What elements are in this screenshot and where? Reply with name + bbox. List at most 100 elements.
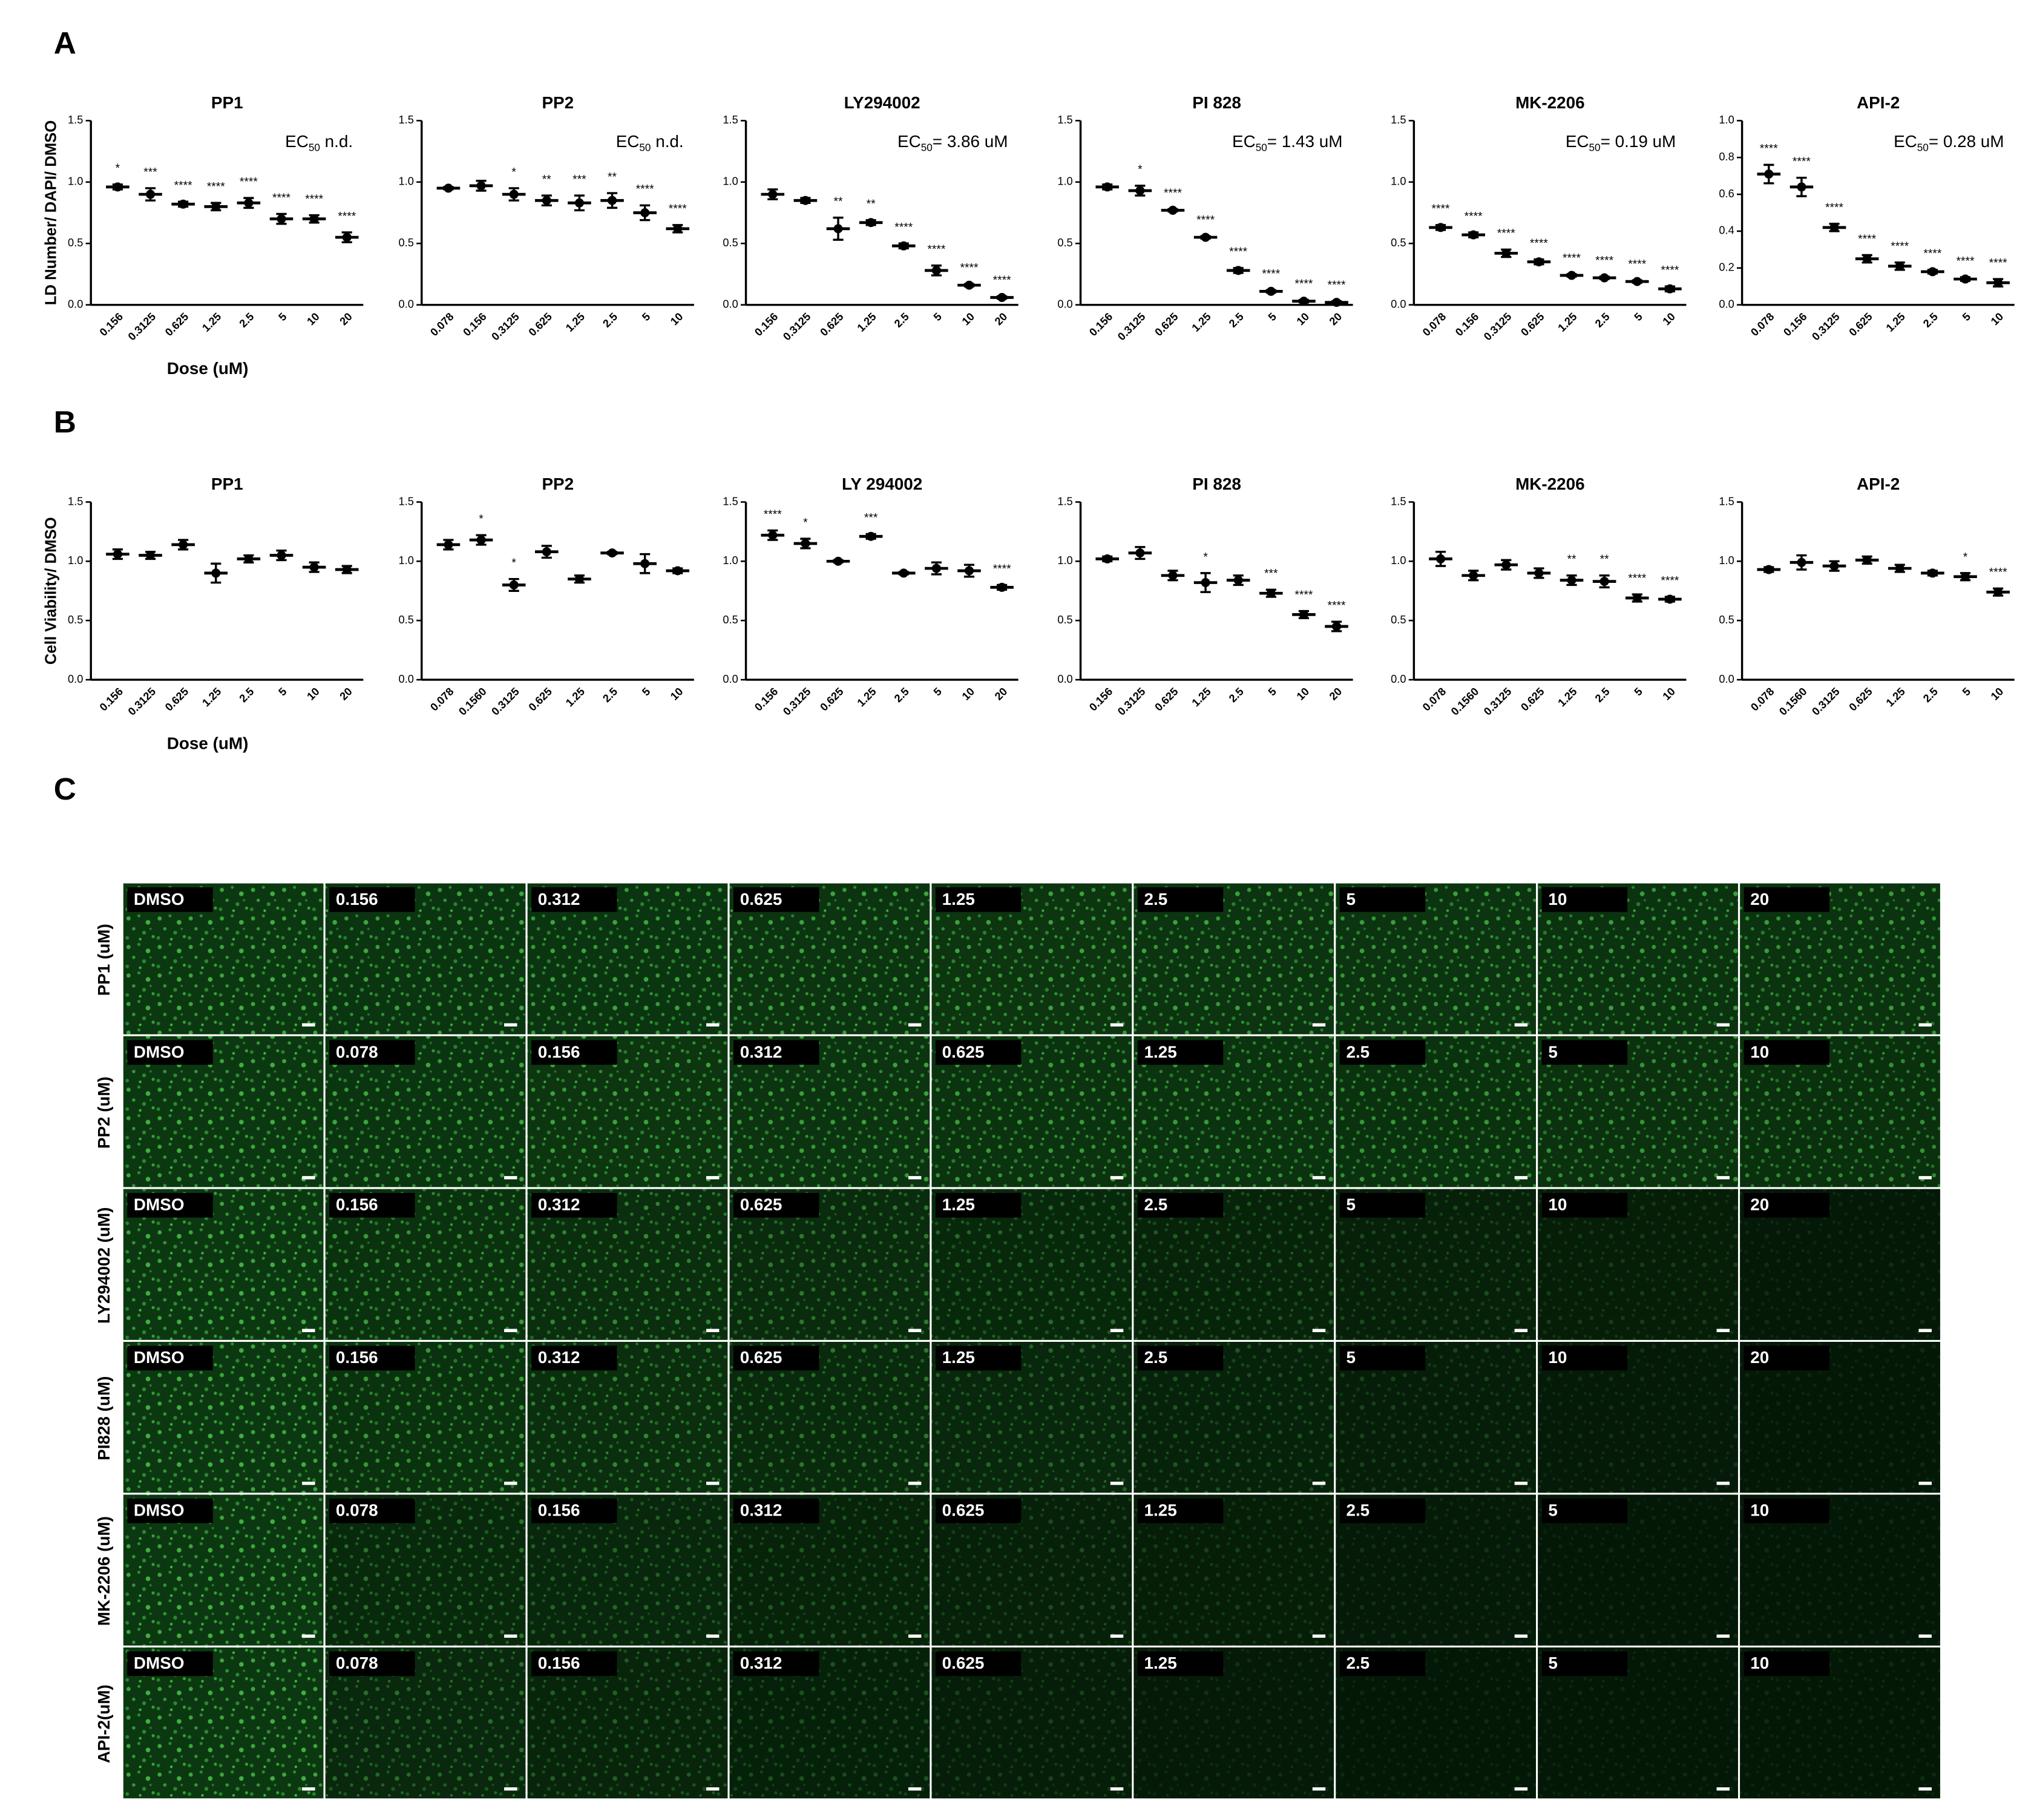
chart-title: PP2 bbox=[542, 475, 574, 493]
y-tick-label: 0.2 bbox=[1719, 261, 1734, 274]
scale-bar bbox=[908, 1482, 922, 1485]
significance-label: **** bbox=[1989, 257, 2007, 269]
x-tick-label: 0.156 bbox=[97, 310, 125, 338]
scale-bar bbox=[706, 1482, 720, 1485]
y-tick-label: 0.5 bbox=[1719, 614, 1734, 626]
x-tick-label: 1.25 bbox=[200, 310, 223, 334]
significance-label: **** bbox=[1923, 248, 1941, 260]
significance-label: **** bbox=[1989, 567, 2007, 579]
annotation: EC50= 0.19 uM bbox=[1566, 132, 1676, 153]
dose-label: 0.078 bbox=[336, 1042, 378, 1061]
x-tick-label: 10 bbox=[960, 310, 977, 327]
scale-bar bbox=[1110, 1023, 1124, 1027]
dose-label: 0.625 bbox=[740, 1195, 782, 1214]
x-tick-label: 0.625 bbox=[1518, 310, 1546, 338]
y-tick-label: 1.0 bbox=[1391, 554, 1406, 567]
significance-label: *** bbox=[1264, 568, 1278, 580]
dose-label: 0.156 bbox=[538, 1501, 580, 1520]
x-tick-label: 0.3125 bbox=[1481, 310, 1514, 343]
x-tick-label: 5 bbox=[1266, 685, 1279, 698]
significance-label: **** bbox=[1497, 228, 1515, 240]
scale-bar bbox=[504, 1329, 517, 1332]
y-tick-label: 1.5 bbox=[1057, 114, 1072, 126]
dose-label: 0.156 bbox=[336, 1195, 378, 1214]
x-tick-label: 0.156 bbox=[1087, 310, 1115, 338]
scale-bar bbox=[706, 1023, 720, 1027]
dose-label: 0.156 bbox=[336, 890, 378, 908]
scale-bar bbox=[1716, 1176, 1730, 1180]
x-tick-label: 1.25 bbox=[855, 310, 879, 334]
x-tick-label: 1.25 bbox=[855, 685, 879, 709]
significance-label: **** bbox=[240, 176, 258, 189]
dose-label: 2.5 bbox=[1144, 890, 1168, 908]
x-tick-label: 1.25 bbox=[563, 685, 587, 709]
x-tick-label: 2.5 bbox=[1227, 685, 1246, 705]
label-box bbox=[1744, 1345, 1830, 1371]
scale-bar bbox=[908, 1329, 922, 1332]
label-box bbox=[1339, 1192, 1426, 1218]
x-tick-label: 0.156 bbox=[1781, 310, 1809, 338]
label-box bbox=[531, 1498, 617, 1523]
dose-label: 0.312 bbox=[740, 1042, 782, 1061]
significance-label: **** bbox=[1891, 240, 1909, 253]
label-box bbox=[329, 1498, 415, 1523]
x-tick-label: 0.078 bbox=[1420, 310, 1448, 338]
significance-label: **** bbox=[1196, 214, 1215, 226]
significance-label: **** bbox=[305, 193, 323, 206]
chart-title: LY 294002 bbox=[842, 475, 922, 493]
significance-label: **** bbox=[764, 508, 782, 521]
x-tick-label: 0.3125 bbox=[1809, 310, 1842, 343]
label-box bbox=[1137, 1345, 1224, 1371]
x-tick-label: 0.078 bbox=[428, 310, 456, 338]
label-box bbox=[1541, 887, 1628, 912]
y-tick-label: 1.5 bbox=[399, 495, 414, 507]
label-box bbox=[1137, 1040, 1224, 1065]
label-box bbox=[1339, 887, 1426, 912]
significance-label: **** bbox=[1465, 210, 1483, 223]
dose-label: DMSO bbox=[134, 1348, 185, 1367]
x-tick-label: 5 bbox=[1266, 310, 1279, 323]
label-box bbox=[531, 1345, 617, 1371]
dose-label: 0.625 bbox=[740, 1348, 782, 1367]
scale-bar bbox=[1918, 1634, 1932, 1638]
chart-title: PP1 bbox=[211, 475, 243, 493]
dose-label: 2.5 bbox=[1346, 1501, 1370, 1520]
scale-bar bbox=[1918, 1329, 1932, 1332]
scale-bar bbox=[1716, 1787, 1730, 1791]
y-tick-label: 1.0 bbox=[1719, 554, 1734, 567]
scale-bar bbox=[1918, 1482, 1932, 1485]
dose-label: 2.5 bbox=[1144, 1348, 1168, 1367]
significance-label: **** bbox=[1229, 246, 1247, 258]
y-tick-label: 1.5 bbox=[1719, 495, 1734, 507]
dose-label: 0.625 bbox=[740, 890, 782, 908]
x-tick-label: 20 bbox=[992, 685, 1009, 702]
dose-label: DMSO bbox=[134, 1042, 185, 1061]
annotation-part: 50 bbox=[309, 141, 320, 153]
x-tick-label: 5 bbox=[276, 685, 289, 698]
dose-label: 2.5 bbox=[1346, 1654, 1370, 1672]
annotation-part: EC bbox=[616, 132, 640, 151]
dose-label: 5 bbox=[1548, 1042, 1558, 1061]
scale-bar bbox=[504, 1023, 517, 1027]
y-tick-label: 1.0 bbox=[68, 554, 83, 567]
scale-bar bbox=[1312, 1634, 1326, 1638]
significance-label: **** bbox=[1628, 573, 1646, 585]
x-tick-label: 0.625 bbox=[527, 685, 554, 713]
dose-label: DMSO bbox=[134, 1501, 185, 1520]
label-box bbox=[733, 887, 819, 912]
y-tick-label: 0.5 bbox=[1391, 614, 1406, 626]
dose-label: 0.078 bbox=[336, 1501, 378, 1520]
x-tick-label: 10 bbox=[1989, 685, 2006, 702]
label-box bbox=[733, 1651, 819, 1677]
significance-label: * bbox=[803, 517, 808, 530]
dose-label: 1.25 bbox=[942, 890, 975, 908]
x-tick-label: 5 bbox=[640, 685, 652, 698]
label-box bbox=[531, 887, 617, 912]
scale-bar bbox=[1514, 1329, 1528, 1332]
significance-label: **** bbox=[636, 183, 654, 196]
label-box bbox=[733, 1498, 819, 1523]
scale-bar bbox=[1312, 1329, 1326, 1332]
x-tick-label: 1.25 bbox=[1884, 685, 1908, 709]
x-tick-label: 0.3125 bbox=[1115, 310, 1148, 343]
x-tick-label: 2.5 bbox=[600, 310, 620, 330]
